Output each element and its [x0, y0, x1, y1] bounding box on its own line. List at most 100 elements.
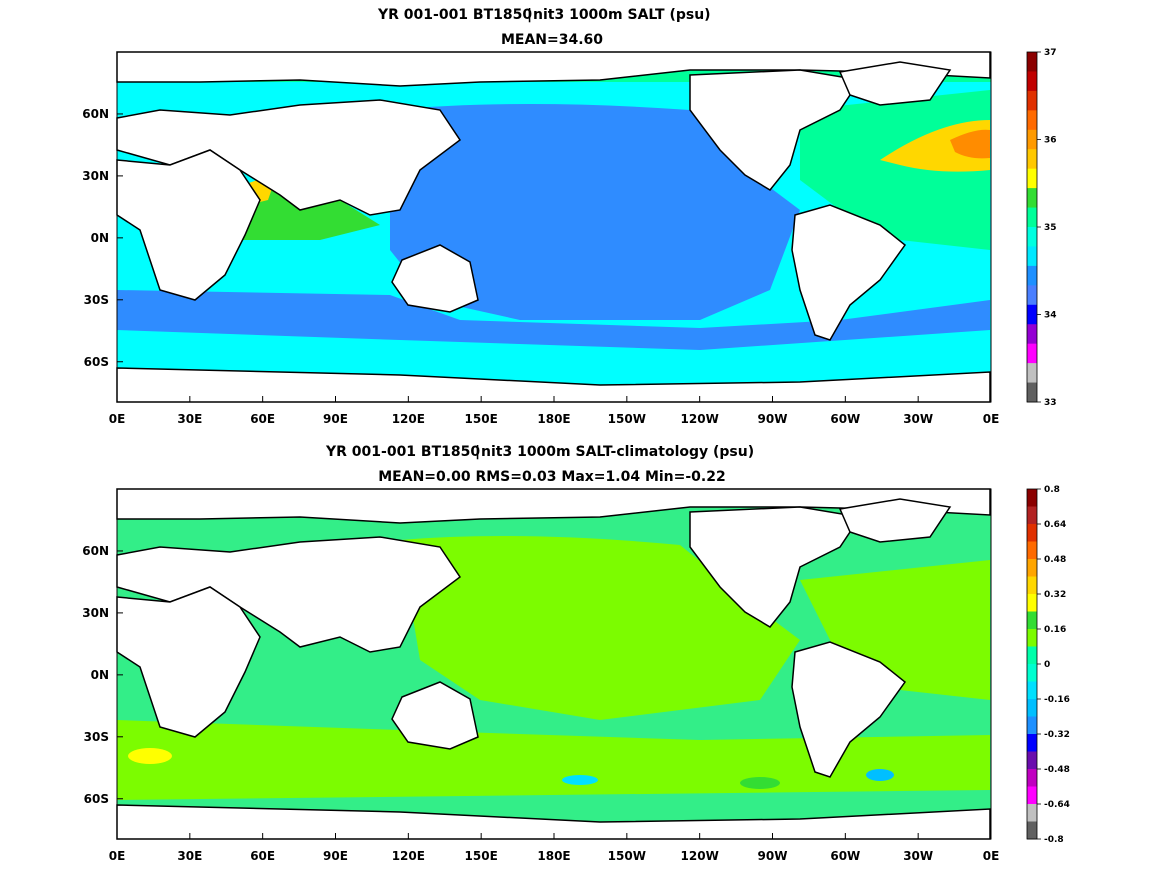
colorbar-swatch [1027, 699, 1037, 717]
land-arctic [116, 488, 991, 524]
colorbar-swatch [1027, 489, 1037, 507]
land-africa [116, 149, 261, 301]
lon-tick-label: 120E [392, 849, 425, 863]
colorbar-label: 0.8 [1044, 485, 1060, 495]
panel-difference: YR 001-001 BT1850 | nit3 1000m SALT-clim… [82, 444, 1070, 863]
colorbar-swatch [1027, 304, 1037, 325]
lat-tick-label: 0N [91, 668, 109, 682]
colorbar-swatch [1027, 90, 1037, 111]
colorbar-swatch [1027, 227, 1037, 247]
colorbar-label: 35 [1044, 223, 1057, 233]
colorbar-swatch [1027, 343, 1037, 364]
land-masses [116, 488, 991, 840]
colorbar-swatch [1027, 559, 1037, 577]
colorbar-swatch [1027, 576, 1037, 595]
panel-salinity: YR 001-001 BT1850 | nit3 1000m SALT (psu… [82, 7, 1056, 426]
colorbar-difference: 0.8 0.64 0.48 0.32 0.16 0 -0.16 -0.32 -0.48 -0.64… [1026, 485, 1070, 845]
colorbar-swatch [1027, 188, 1037, 209]
ocean-negative-spot [562, 775, 598, 785]
panel-title-sub-glyph: | [475, 444, 480, 460]
colorbar-label: -0.8 [1044, 835, 1064, 845]
lat-tick-label: 30N [82, 606, 109, 620]
lon-tick-label: 60E [250, 849, 275, 863]
colorbar-swatch [1027, 786, 1037, 805]
map-frame [116, 488, 992, 840]
lon-tick-label: 150E [465, 849, 498, 863]
lat-tick-label: 60N [82, 544, 109, 558]
ocean-pacific-fresh [390, 104, 800, 320]
land-australia [391, 244, 479, 313]
land-greenland [838, 498, 952, 543]
colorbar-swatch [1027, 246, 1037, 267]
ocean-gulfstream-high [880, 120, 990, 172]
land-australia [391, 681, 479, 750]
panel-title-rest: nit3 1000m SALT-climatology (psu) [481, 444, 754, 460]
colorbar-swatch [1027, 71, 1037, 92]
lon-tick-label: 30W [903, 412, 933, 426]
colorbar-label: -0.64 [1044, 800, 1070, 810]
ocean-southern-fresh-band [117, 290, 990, 350]
lon-axis-2: 0E 30E 60E 90E 120E 150E 180E 150W 120W 90W 60W 30W… [109, 833, 1000, 863]
colorbar-label: 0.48 [1044, 555, 1066, 565]
panel-title-rest: nit3 1000m SALT (psu) [533, 7, 711, 23]
colorbar-swatch [1027, 207, 1037, 228]
ocean-atlantic-anomaly [800, 560, 990, 700]
lon-axis-1: 0E 30E 60E 90E 120E 150E 180E 150W 120W 90W 60W 30W… [109, 396, 1000, 426]
colorbar-swatch [1027, 285, 1037, 306]
colorbar-swatch [1027, 716, 1037, 735]
ocean-pacific-anomaly [400, 536, 800, 720]
land-arctic [116, 51, 991, 87]
colorbar-swatch [1027, 382, 1037, 403]
lon-tick-label: 180E [537, 412, 570, 426]
lon-tick-label: 60E [250, 412, 275, 426]
lat-axis-2: 60N 30N 0N 30S 60S [82, 544, 123, 806]
ocean-positive-spot [740, 777, 780, 789]
land-south-america [791, 204, 907, 341]
lon-tick-label: 0E [983, 849, 1000, 863]
colorbar-swatch [1027, 769, 1037, 787]
colorbar-label: -0.48 [1044, 765, 1070, 775]
lon-tick-label: 120W [681, 412, 719, 426]
panel-stats: MEAN=34.60 [501, 32, 603, 48]
lon-tick-label: 30E [177, 849, 202, 863]
colorbar-swatch [1027, 611, 1037, 630]
colorbar-swatch [1027, 681, 1037, 700]
colorbar-swatch [1027, 646, 1037, 665]
colorbar-swatch [1027, 524, 1037, 542]
colorbar-swatch [1027, 751, 1037, 770]
lon-tick-label: 90E [323, 849, 348, 863]
lon-tick-label: 150W [608, 412, 646, 426]
lat-tick-label: 60N [82, 107, 109, 121]
colorbar-label: 0.16 [1044, 625, 1066, 635]
lat-tick-label: 30S [84, 293, 109, 307]
lon-tick-label: 0E [983, 412, 1000, 426]
colorbar-swatch [1027, 664, 1037, 682]
lon-tick-label: 180E [537, 849, 570, 863]
lat-tick-label: 60S [84, 355, 109, 369]
panel-stats: MEAN=0.00 RMS=0.03 Max=1.04 Min=-0.22 [378, 469, 725, 485]
panel-title-sub-glyph: | [527, 7, 532, 23]
colorbar-swatch [1027, 804, 1037, 822]
lat-axis-1: 60N 30N 0N 30S 60S [82, 107, 123, 369]
lat-tick-label: 30S [84, 730, 109, 744]
land-masses [116, 51, 991, 403]
colorbar-label: 37 [1044, 48, 1057, 58]
colorbar-swatch [1027, 541, 1037, 560]
lon-tick-label: 90W [758, 849, 788, 863]
colorbar-swatch [1027, 821, 1037, 840]
colorbar-swatch [1027, 324, 1037, 345]
lon-tick-label: 30W [903, 849, 933, 863]
lon-tick-label: 0E [109, 412, 126, 426]
lon-tick-label: 60W [830, 849, 860, 863]
land-africa [116, 586, 261, 738]
lon-tick-label: 90W [758, 412, 788, 426]
colorbar-swatch [1027, 129, 1037, 150]
colorbar-swatch [1027, 265, 1037, 286]
colorbar-swatch [1027, 594, 1037, 612]
land-north-america [689, 506, 862, 628]
colorbar-label: -0.32 [1044, 730, 1070, 740]
ocean-negative-spot [866, 769, 894, 781]
lat-tick-label: 30N [82, 169, 109, 183]
ocean-gulfstream-max [950, 129, 990, 159]
lon-tick-label: 30E [177, 412, 202, 426]
